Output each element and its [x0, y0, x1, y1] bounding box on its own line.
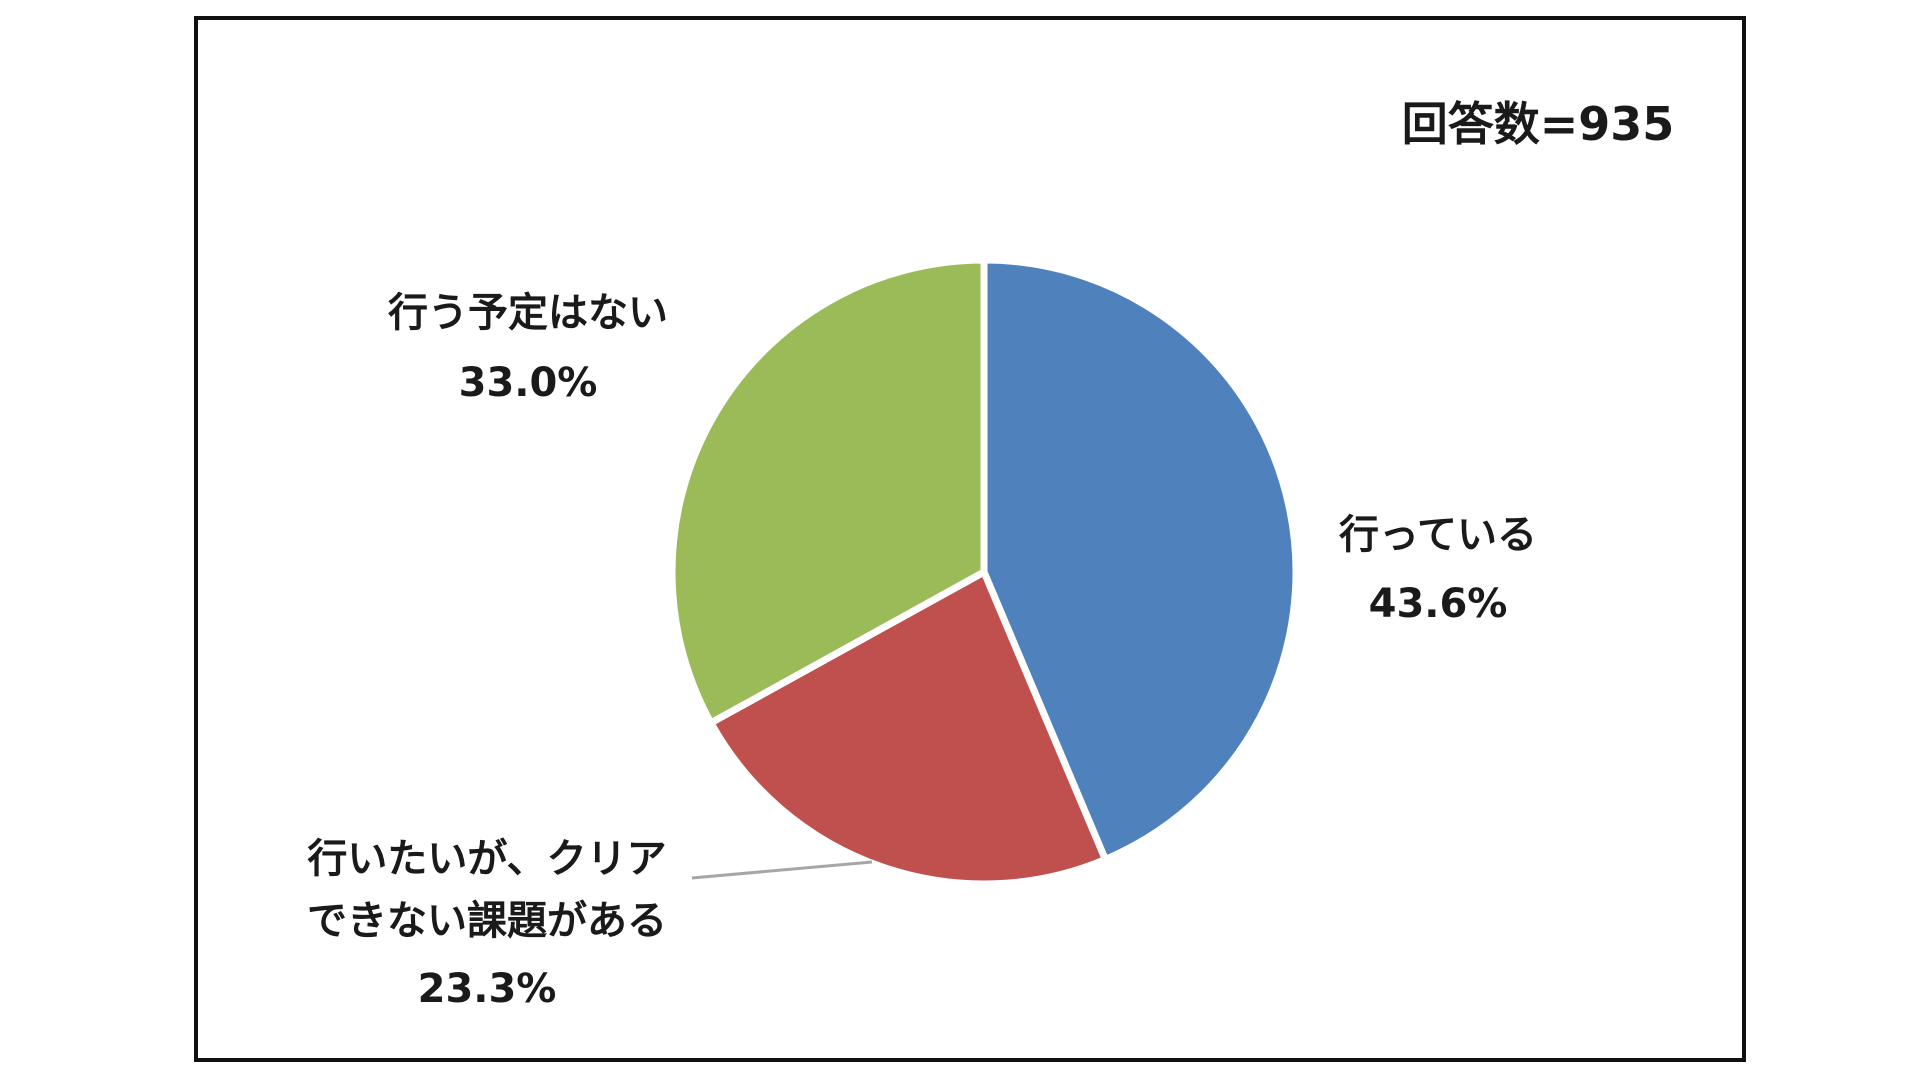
slice-value-want: 23.3% [418, 966, 557, 1012]
slice-label-want-line2: できない課題がある [307, 898, 667, 944]
pie-slice-2 [707, 568, 1109, 888]
slice-value-doing: 43.6% [1369, 581, 1508, 627]
slice-value-no-plan: 33.0% [459, 360, 598, 406]
pie-slice-3 [668, 256, 988, 727]
pie-slice-1 [980, 256, 1300, 863]
pie-slices [668, 256, 1300, 888]
response-count-label: 回答数=935 [1402, 97, 1675, 151]
slice-label-want-line1: 行いたいが、クリア [307, 836, 666, 882]
slice-label-no-plan: 行う予定はない [388, 290, 668, 336]
slice-label-doing: 行っている [1339, 512, 1537, 558]
leader-line-slice-2 [691, 860, 873, 880]
